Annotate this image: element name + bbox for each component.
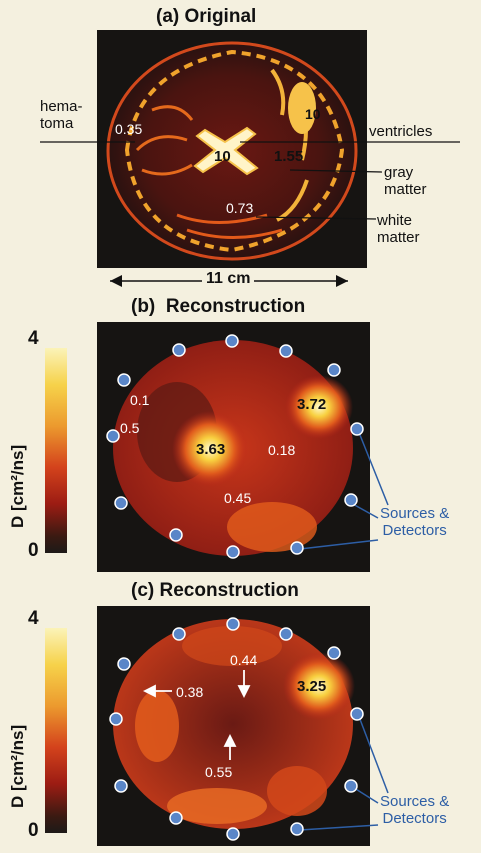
- panel-c-title: (c) Reconstruction: [131, 580, 299, 602]
- panel-b-title: (b) Reconstruction: [131, 296, 305, 318]
- scale-label: 11 cm: [202, 270, 254, 288]
- colorbar-b-max: 4: [28, 328, 39, 350]
- panel-c-v3: 0.55: [205, 764, 232, 780]
- panel-b-v2: 0.5: [120, 420, 139, 436]
- recon-b-svg: [97, 322, 370, 572]
- hematoma-value: 0.35: [115, 121, 142, 137]
- panel-c-v1: 0.44: [230, 652, 257, 668]
- panel-b-image: [97, 322, 370, 572]
- gray-matter-label: gray matter: [384, 164, 427, 198]
- panel-b-annotation: Sources & Detectors: [380, 505, 449, 539]
- hematoma-label: hema- toma: [40, 98, 83, 132]
- white-matter-label: white matter: [377, 212, 420, 246]
- panel-c-peak: 3.25: [297, 678, 326, 695]
- gray-value: 1.55: [274, 148, 303, 165]
- white-value: 0.73: [226, 200, 253, 216]
- colorbar-c-label: D [cm²/ns]: [8, 725, 28, 808]
- brain-original-svg: [97, 30, 367, 268]
- colorbar-c-max: 4: [28, 608, 39, 630]
- colorbar-b-label: D [cm²/ns]: [8, 445, 28, 528]
- ventricle-center-value: 10: [214, 148, 231, 165]
- scale-arrow-right: [336, 275, 348, 287]
- panel-a-image: [97, 30, 367, 268]
- panel-c-annotation: Sources & Detectors: [380, 793, 449, 827]
- colorbar-b: [45, 348, 67, 553]
- ventricles-label: ventricles: [369, 123, 432, 140]
- recon-c-svg: [97, 606, 370, 846]
- scale-arrow-left: [110, 275, 122, 287]
- panel-b-peak-right: 3.72: [297, 396, 326, 413]
- colorbar-c-min: 0: [28, 820, 39, 842]
- colorbar-b-min: 0: [28, 540, 39, 562]
- ventricle-top-value: 10: [305, 106, 321, 122]
- panel-b-peak-left: 3.63: [196, 441, 225, 458]
- panel-c-v2: 0.38: [176, 684, 203, 700]
- colorbar-c: [45, 628, 67, 833]
- panel-c-image: [97, 606, 370, 846]
- panel-b-v4: 0.45: [224, 490, 251, 506]
- panel-b-v3: 0.18: [268, 442, 295, 458]
- panel-a-title: (a) Original: [156, 6, 256, 28]
- panel-b-v1: 0.1: [130, 392, 149, 408]
